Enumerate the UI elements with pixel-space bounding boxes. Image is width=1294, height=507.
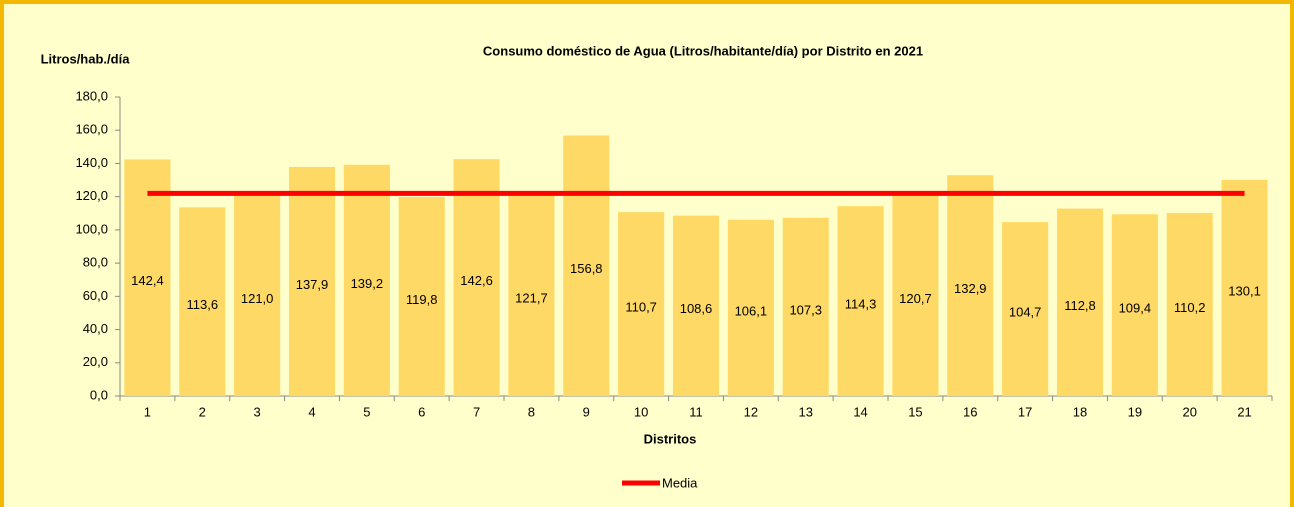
- x-tick-label: 11: [689, 404, 703, 419]
- data-label: 110,2: [1174, 300, 1206, 315]
- x-tick-label: 9: [583, 404, 590, 419]
- x-tick-label: 6: [418, 404, 425, 419]
- x-tick-label: 8: [528, 404, 535, 419]
- bar: [124, 159, 171, 396]
- x-tick-label: 16: [963, 404, 977, 419]
- data-label: 104,7: [1009, 304, 1042, 319]
- bar: [1111, 214, 1158, 396]
- bar: [672, 215, 720, 396]
- x-tick-label: 7: [473, 404, 480, 419]
- bar: [1166, 212, 1213, 396]
- data-label: 113,6: [186, 297, 218, 312]
- y-tick-label: 0,0: [90, 387, 108, 402]
- y-tick-label: 160,0: [75, 122, 108, 137]
- x-tick-label: 19: [1128, 404, 1142, 419]
- bar: [837, 206, 884, 396]
- bar: [618, 212, 665, 396]
- data-label: 112,8: [1064, 298, 1096, 313]
- data-label: 110,7: [625, 299, 657, 314]
- data-label: 130,1: [1228, 283, 1261, 298]
- y-tick-label: 40,0: [83, 321, 108, 336]
- data-label: 120,7: [899, 291, 932, 306]
- data-label: 109,4: [1119, 301, 1152, 316]
- y-tick-label: 120,0: [75, 188, 108, 203]
- data-label: 106,1: [735, 303, 768, 318]
- x-tick-label: 10: [634, 404, 648, 419]
- data-label: 108,6: [680, 301, 713, 316]
- bar: [563, 135, 610, 396]
- bar: [1221, 179, 1268, 396]
- x-tick-label: 5: [363, 404, 370, 419]
- bar: [508, 193, 555, 396]
- x-tick-label: 13: [798, 404, 812, 419]
- data-label: 121,0: [241, 291, 274, 306]
- data-label: 156,8: [570, 261, 603, 276]
- x-tick-label: 4: [308, 404, 315, 419]
- data-label: 142,6: [460, 273, 493, 288]
- y-tick-label: 60,0: [83, 288, 108, 303]
- chart-title: Consumo doméstico de Agua (Litros/habita…: [483, 43, 923, 58]
- y-axis-label: Litros/hab./día: [41, 51, 131, 66]
- y-tick-label: 180,0: [75, 88, 108, 103]
- bar: [782, 217, 829, 396]
- data-label: 119,8: [406, 292, 438, 307]
- x-tick-label: 18: [1073, 404, 1087, 419]
- x-tick-label: 1: [144, 404, 151, 419]
- bar: [947, 175, 994, 396]
- bar: [1056, 208, 1104, 396]
- bar: [343, 164, 390, 396]
- data-label: 142,4: [131, 273, 164, 288]
- data-label: 121,7: [515, 290, 548, 305]
- x-tick-label: 2: [199, 404, 206, 419]
- data-label: 132,9: [954, 281, 987, 296]
- x-tick-label: 17: [1018, 404, 1032, 419]
- bar: [892, 195, 939, 396]
- x-tick-label: 15: [908, 404, 922, 419]
- data-label: 139,2: [351, 276, 384, 291]
- x-axis-label: Distritos: [644, 431, 697, 446]
- bar: [234, 195, 281, 396]
- y-tick-label: 80,0: [83, 255, 108, 270]
- bar: [1002, 222, 1049, 396]
- bar: [179, 207, 226, 396]
- bar: [727, 219, 774, 396]
- data-label: 107,3: [789, 302, 822, 317]
- x-tick-label: 21: [1237, 404, 1251, 419]
- y-tick-label: 100,0: [75, 221, 108, 236]
- x-tick-label: 14: [853, 404, 867, 419]
- data-label: 137,9: [296, 277, 329, 292]
- y-tick-label: 20,0: [83, 354, 108, 369]
- data-label: 114,3: [845, 297, 877, 312]
- x-tick-label: 20: [1182, 404, 1196, 419]
- y-tick-label: 140,0: [75, 155, 108, 170]
- x-tick-label: 12: [744, 404, 758, 419]
- bar: [398, 196, 445, 396]
- bar: [453, 159, 500, 396]
- bar: [288, 166, 336, 396]
- legend-label: Media: [662, 475, 698, 490]
- x-tick-label: 3: [254, 404, 261, 419]
